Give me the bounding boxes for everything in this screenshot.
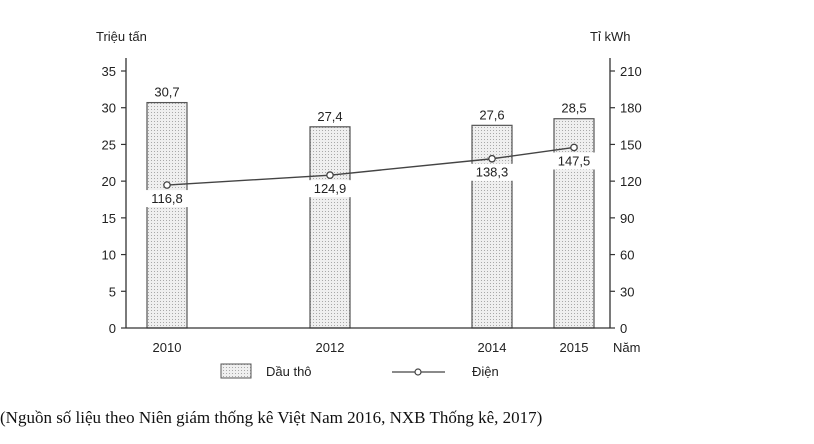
right-tick-label: 210 <box>620 64 642 79</box>
right-tick-label: 30 <box>620 284 634 299</box>
legend-label-dien: Điện <box>472 364 499 379</box>
point-value-label: 116,8 <box>151 191 183 206</box>
right-tick-label: 120 <box>620 174 642 189</box>
legend: Dầu thô Điện <box>220 363 499 379</box>
x-axis-title: Năm <box>613 340 640 355</box>
point-value-label: 124,9 <box>314 181 347 196</box>
point-value-label: 138,3 <box>476 165 509 180</box>
point-label-bg <box>471 163 513 181</box>
source-note: (Nguồn số liệu theo Niên giám thống kê V… <box>0 408 543 427</box>
legend-marker-dien <box>414 368 422 376</box>
line-layer: 116,8 124,9 138,3 147,5 <box>146 143 595 208</box>
x-tick-label: 2010 <box>153 340 182 355</box>
right-tick-label: 180 <box>620 101 642 116</box>
point-label-bg <box>146 190 188 208</box>
x-tick-label: 2012 <box>316 340 345 355</box>
right-tick-label: 150 <box>620 137 642 152</box>
right-tick-label: 60 <box>620 248 634 263</box>
dien-point <box>326 171 334 179</box>
right-tick-label: 90 <box>620 211 634 226</box>
bar-value-label: 28,5 <box>561 101 586 116</box>
left-tick-label: 10 <box>102 248 116 263</box>
left-tick-label: 20 <box>102 174 116 189</box>
legend-swatch-dau-tho <box>220 363 252 379</box>
legend-label-dau-tho: Dầu thô <box>266 364 312 379</box>
point-label-bg <box>553 152 595 170</box>
bar <box>146 101 188 329</box>
right-axis-title: Tỉ kWh <box>590 29 630 44</box>
bars-layer: 30,7 27,4 27,6 28,5 <box>146 85 595 329</box>
bar-value-label: 27,6 <box>479 107 504 122</box>
right-tick-label: 0 <box>620 321 627 336</box>
left-tick-label: 30 <box>102 101 116 116</box>
point-value-label: 147,5 <box>558 153 591 168</box>
left-tick-label: 5 <box>109 284 116 299</box>
bar-value-label: 27,4 <box>317 109 342 124</box>
bar <box>309 126 351 329</box>
axes-layer: Triệu tấn Tỉ kWh Năm <box>96 29 640 355</box>
left-tick-label: 35 <box>102 64 116 79</box>
dien-line <box>166 146 575 186</box>
ticks-layer: 0 5 10 15 20 25 30 35 0 30 60 90 120 150 180 210 2010 201… <box>102 64 642 355</box>
left-tick-label: 15 <box>102 211 116 226</box>
left-axis-title: Triệu tấn <box>96 29 147 44</box>
point-label-bg <box>309 180 351 198</box>
x-tick-label: 2015 <box>560 340 589 355</box>
left-tick-label: 25 <box>102 137 116 152</box>
x-tick-label: 2014 <box>478 340 507 355</box>
left-tick-label: 0 <box>109 321 116 336</box>
dien-point <box>488 154 496 163</box>
bar-value-label: 30,7 <box>154 85 179 100</box>
dien-point <box>570 143 578 152</box>
dien-point <box>163 181 171 189</box>
